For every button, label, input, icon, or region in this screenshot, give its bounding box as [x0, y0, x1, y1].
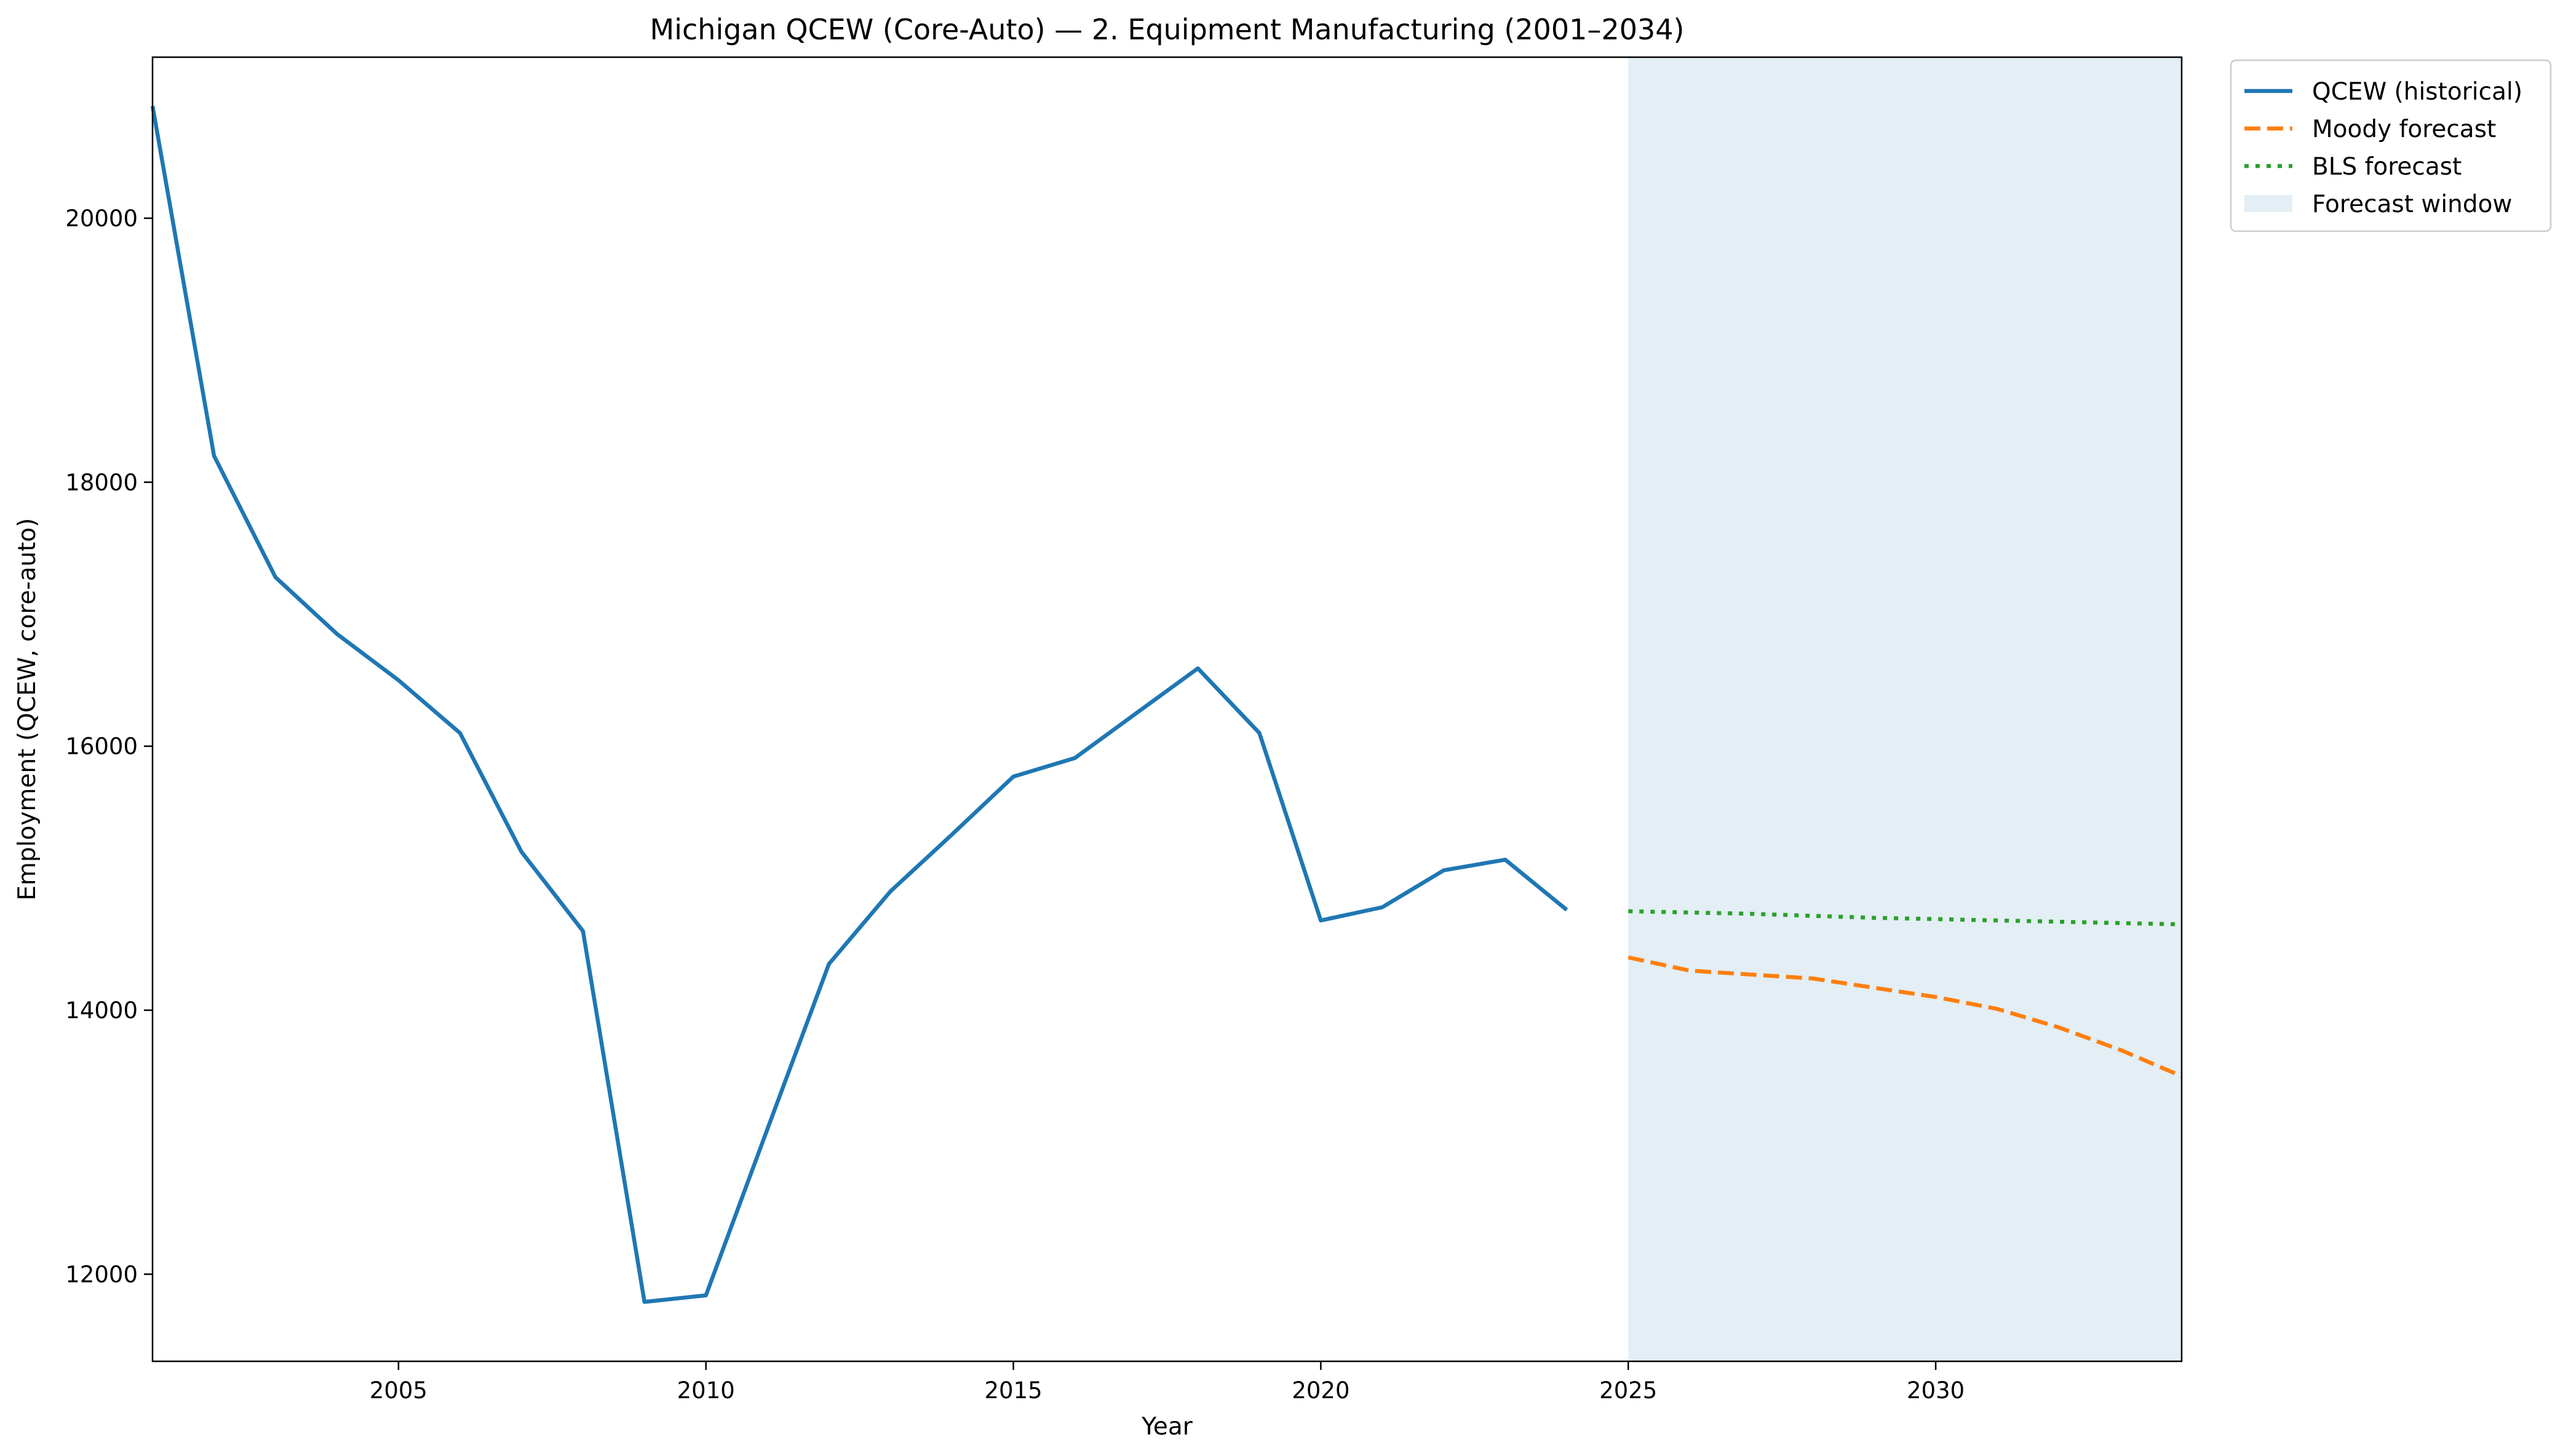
legend-entry: BLS forecast [2312, 153, 2462, 181]
series-line-1 [150, 105, 1568, 1304]
legend-box [2230, 59, 2552, 232]
legend: QCEW (historical) Moody forecast BLS forec… [2230, 59, 2552, 232]
y-tick-label: 16000 [65, 734, 138, 760]
y-axis-label: Employment (QCEW, core-auto) [14, 518, 41, 900]
y-tick-label: 18000 [65, 469, 138, 496]
legend-entry: Forecast window [2312, 191, 2512, 218]
y-tick-label: 14000 [65, 997, 138, 1024]
series-layer [150, 105, 2183, 1304]
x-tick-label: 2005 [370, 1377, 427, 1404]
x-axis: 2005 2010 2015 2020 2025 2030 [370, 1361, 1965, 1404]
series-line-3 [1628, 909, 2182, 927]
forecast-window-band [1628, 57, 2182, 1361]
x-tick-label: 2015 [984, 1377, 1042, 1404]
x-tick-label: 2025 [1599, 1377, 1657, 1404]
x-axis-label: Year [1141, 1413, 1193, 1441]
x-tick-label: 2010 [677, 1377, 735, 1404]
plot-frame [151, 56, 2183, 1363]
x-tick-label: 2020 [1292, 1377, 1349, 1404]
legend-entry: Moody forecast [2312, 116, 2496, 143]
chart-title: Michigan QCEW (Core-Auto) — 2. Equipment… [650, 13, 1685, 46]
y-tick-label: 12000 [65, 1261, 138, 1288]
legend-swatch [2244, 195, 2292, 212]
y-tick-label: 20000 [65, 205, 138, 232]
legend-entry: QCEW (historical) [2312, 78, 2522, 106]
series-line-2 [1627, 955, 2183, 1078]
y-axis: 12000 14000 16000 18000 20000 [65, 205, 153, 1288]
x-tick-label: 2030 [1907, 1377, 1965, 1404]
